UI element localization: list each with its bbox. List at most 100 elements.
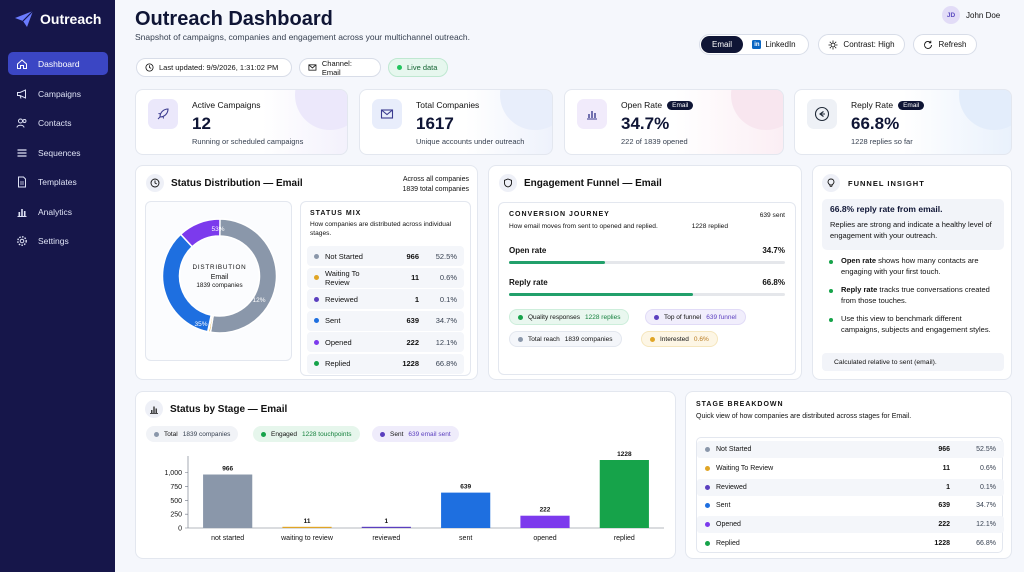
status-name: Sent [325, 316, 341, 325]
donut-center: DISTRIBUTION Email 1839 companies [177, 264, 262, 290]
x-tick-label: sent [459, 535, 472, 542]
kpi-value: 34.7% [621, 114, 670, 133]
kpi-icon-box [148, 99, 178, 129]
card-title: Engagement Funnel — Email [499, 174, 662, 192]
status-dot-icon [314, 275, 319, 280]
bar-value-label: 1228 [617, 451, 632, 458]
legend-label: Engaged [271, 430, 298, 438]
breakdown-pct: 66.8% [976, 540, 996, 547]
breakdown-count: 966 [938, 446, 950, 453]
channel-linkedin-button[interactable]: in LinkedIn [743, 36, 805, 53]
sidebar-item-dashboard[interactable]: Dashboard [8, 52, 108, 75]
brand[interactable]: Outreach [14, 10, 101, 28]
sidebar-item-sequences[interactable]: Sequences [8, 141, 108, 164]
refresh-button[interactable]: Refresh [913, 34, 977, 55]
avatar: JD [942, 6, 960, 24]
kpi-value: 1617 [416, 114, 454, 133]
status-pct: 34.7% [435, 316, 457, 325]
sidebar-item-contacts[interactable]: Contacts [8, 111, 108, 134]
kpi-sub: Unique accounts under outreach [416, 137, 525, 146]
card-title: Status by Stage — Email [145, 400, 287, 418]
reply-rate-value: 66.8% [762, 278, 785, 287]
breakdown-count: 11 [942, 464, 950, 472]
kpi-icon-box [372, 99, 402, 129]
dot-icon [518, 336, 523, 342]
card-title-text: STAGE BREAKDOWN [696, 401, 784, 408]
card-title-text: FUNNEL INSIGHT [848, 178, 925, 188]
sun-icon [828, 40, 838, 49]
pill-interested: Interested 0.6% [641, 331, 718, 347]
user-menu[interactable]: JD John Doe [942, 6, 1000, 24]
kpi-icon-box [807, 99, 837, 129]
main-content: Outreach Dashboard Snapshot of campaigns… [115, 0, 1024, 572]
status-dot-icon [705, 484, 710, 490]
pill-value: 639 funnel [706, 313, 737, 321]
status-count: 639 [406, 316, 419, 325]
pill-top-of-funnel: Top of funnel 639 funnel [645, 309, 746, 325]
sidebar-item-campaigns[interactable]: Campaigns [8, 82, 108, 105]
sidebar-item-label: Dashboard [38, 58, 80, 69]
status-pct: 0.6% [439, 273, 457, 282]
decor-blob [500, 90, 552, 130]
status-name: Waiting To Review [325, 268, 360, 287]
status-dot-icon [705, 447, 710, 452]
breakdown-pct: 0.6% [980, 464, 996, 472]
status-pct: 66.8% [435, 359, 457, 368]
last-updated-text: Last updated: 9/9/2026, 1:31:02 PM [159, 63, 279, 72]
bar-value-label: 966 [222, 466, 233, 473]
sidebar-item-analytics[interactable]: Analytics [8, 200, 108, 223]
channel-toggle: Email in LinkedIn [699, 34, 809, 55]
channel-email-button[interactable]: Email [701, 36, 743, 53]
users-icon [16, 118, 27, 128]
breakdown-row: Opened 222 12.1% [697, 516, 1004, 534]
stage-breakdown-card: STAGE BREAKDOWN Quick view of how compan… [685, 391, 1012, 559]
pill-label: Top of funnel [664, 313, 702, 321]
donut-panel: 53% 35% 12% DISTRIBUTION Email 1839 compan… [145, 201, 292, 361]
open-rate-label: Open rate [509, 246, 547, 255]
stage-breakdown-table: Not Started 966 52.5% Waiting To Review 11 0.… [696, 437, 1004, 553]
reply-icon [814, 106, 830, 122]
sidebar-item-settings[interactable]: Settings [8, 229, 108, 252]
pill-label: Interested [660, 335, 689, 343]
breakdown-name: Waiting To Review [716, 464, 774, 472]
reply-rate-label: Reply rate [509, 278, 548, 287]
legend-total: Total 1839 companies [146, 426, 239, 442]
kpi-icon-box [577, 99, 607, 129]
status-row: Replied 1228 66.8% [307, 353, 464, 374]
pill-label: Total reach [528, 335, 560, 343]
status-row: Reviewed 1 0.1% [307, 289, 464, 309]
journey-title: CONVERSION JOURNEY [509, 211, 610, 218]
bar-value-label: 222 [540, 507, 551, 514]
sidebar-item-templates[interactable]: Templates [8, 170, 108, 193]
legend-value: 1228 touchpoints [302, 430, 352, 438]
bar-value-label: 11 [304, 518, 311, 525]
breakdown-count: 222 [938, 521, 950, 529]
kpi-sub: Running or scheduled campaigns [192, 137, 304, 146]
bar-chart-icon [145, 400, 163, 418]
breakdown-count: 1 [946, 483, 950, 491]
live-data-chip: Live data [388, 58, 448, 77]
kpi-badge: Email [898, 100, 925, 110]
bar-value-label: 639 [460, 484, 471, 491]
insight-bullet: Use this view to benchmark different cam… [829, 314, 999, 335]
donut-label: 12% [252, 297, 265, 304]
bar [282, 526, 332, 528]
status-dot-icon [705, 503, 710, 509]
clock-icon [146, 174, 164, 192]
status-row: Opened 222 12.1% [307, 332, 464, 352]
status-mix-panel: STATUS MIX How companies are distributed… [300, 201, 471, 376]
refresh-label: Refresh [938, 40, 967, 49]
y-tick-label: 500 [170, 498, 182, 505]
kpi-sub: 1228 replies so far [851, 137, 913, 146]
status-pct: 12.1% [435, 337, 457, 347]
pill-value: 1228 replies [585, 313, 621, 321]
insight-headline: 66.8% reply rate from email. [830, 204, 943, 214]
status-row: Waiting To Review 11 0.6% [307, 267, 464, 288]
x-tick-label: replied [614, 535, 635, 542]
card-title-text: Engagement Funnel — Email [524, 177, 662, 189]
sidebar-item-label: Contacts [38, 117, 72, 128]
breakdown-name: Reviewed [716, 483, 747, 491]
sidebar-item-label: Settings [38, 235, 69, 246]
contrast-button[interactable]: Contrast: High [818, 34, 905, 55]
breakdown-row: Not Started 966 52.5% [697, 441, 1004, 458]
